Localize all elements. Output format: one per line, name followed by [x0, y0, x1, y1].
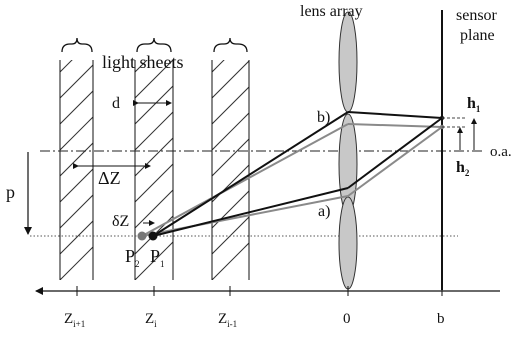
- p-label: p: [6, 182, 15, 202]
- lens-array-label: lens array: [300, 3, 363, 20]
- lens-array: [338, 11, 358, 290]
- light-sheet-3: [211, 37, 250, 280]
- p2-label: P2: [125, 246, 140, 269]
- point-p1: [148, 231, 158, 241]
- ray-a-label: a): [318, 203, 330, 220]
- ray-b-label: b): [317, 109, 330, 126]
- sensor-plane-label-line2: plane: [460, 27, 495, 44]
- h2-label: h2: [456, 159, 470, 178]
- p1-label: P1: [150, 246, 165, 269]
- d-label: d: [112, 95, 120, 112]
- tick-label-zi: Zi: [145, 311, 157, 329]
- curly-brace-icon: [61, 37, 93, 53]
- lens-bottom: [338, 196, 358, 290]
- curly-brace-icon: [136, 37, 172, 53]
- gray-rays: [141, 123, 443, 237]
- lens-top: [338, 11, 358, 113]
- point-p2: [137, 231, 147, 241]
- h1-label: h1: [467, 95, 481, 114]
- small-delta-z-label: δZ: [112, 213, 129, 230]
- axis-ticks: [76, 286, 443, 296]
- delta-z-label: ΔZ: [98, 168, 121, 188]
- black-rays: [152, 111, 443, 237]
- tick-label-zero: 0: [343, 311, 351, 327]
- optical-axis-label: o.a.: [490, 144, 512, 160]
- curly-brace-icon: [213, 37, 248, 53]
- light-sheet-1: [59, 37, 94, 280]
- tick-label-zi-plus-1: Zi+1: [64, 311, 85, 329]
- tick-label-b: b: [437, 311, 445, 327]
- light-sheets-label: light sheets: [102, 52, 184, 72]
- tick-label-zi-minus-1: Zi-1: [218, 311, 237, 329]
- sensor-plane-label-line1: sensor: [456, 7, 498, 24]
